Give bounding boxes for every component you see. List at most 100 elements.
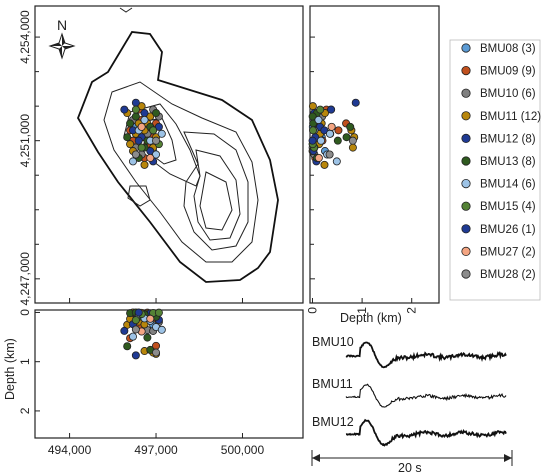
hypocenter-point: [157, 325, 166, 334]
contour-line: [103, 81, 259, 263]
hypocenter-point: [143, 333, 152, 342]
hypocenter-point: [308, 112, 317, 121]
depth-x-ticks: 0 1 2: [305, 298, 419, 314]
hypocenter-point: [316, 105, 325, 114]
legend-entry: BMU08 (3): [480, 43, 536, 55]
epicenter-point: [140, 115, 149, 124]
epicenter-point: [140, 160, 149, 169]
hypocenter-point: [342, 133, 351, 142]
legend-entry: BMU11 (12): [480, 111, 541, 123]
hypocenter-point: [131, 316, 140, 325]
waveform-label: BMU11: [312, 377, 353, 391]
epicenter-point: [157, 129, 166, 138]
depth-tick-label: 0: [305, 307, 319, 314]
contour-line: [199, 171, 233, 231]
contour-line: [183, 131, 249, 251]
hypocenter-point: [308, 102, 317, 111]
legend-entry: BMU26 (1): [480, 224, 536, 236]
map-y-ticks: 4,254,000 4,251,000 4,247,000: [18, 10, 315, 306]
contour-line: [127, 185, 151, 207]
x-tick-label: 500,000: [221, 443, 265, 457]
depth-axis-label-bottom: Depth (km): [3, 338, 17, 400]
epicenter-point: [152, 150, 161, 159]
hypocenter-point: [314, 115, 323, 124]
epicenter-point: [126, 140, 135, 149]
duration-label: 20 s: [398, 461, 422, 475]
waveform-label: BMU10: [312, 335, 354, 349]
map-x-ticks: 494,000 497,000 500,000: [48, 298, 265, 457]
epicenter-point: [154, 122, 163, 131]
epicenter-point: [123, 133, 132, 142]
hypocenter-point: [308, 136, 317, 145]
x-tick-label: 494,000: [48, 443, 92, 457]
legend-marker: [461, 201, 471, 211]
north-label: N: [57, 17, 67, 33]
hypocenter-point: [346, 122, 355, 131]
legend-marker: [461, 156, 471, 166]
legend-entry: BMU10 (6): [480, 88, 536, 100]
hypocenter-point: [348, 143, 357, 152]
duration-arrow-right-icon: [504, 454, 512, 462]
hypocenter-point: [320, 160, 329, 169]
hypocenter-point: [333, 136, 342, 145]
hypocenter-point: [128, 332, 137, 341]
epicenter-point: [131, 112, 140, 121]
legend-marker: [461, 88, 471, 98]
legend-entry: BMU14 (6): [480, 179, 536, 191]
hypocenter-point: [348, 136, 357, 145]
waveform-label: BMU12: [312, 415, 354, 429]
hypocenter-point: [316, 136, 325, 145]
legend-entry: BMU12 (8): [480, 133, 536, 145]
epicenter-point: [131, 150, 140, 159]
legend-entry: BMU09 (9): [480, 66, 536, 78]
x-tick-label: 497,000: [134, 443, 178, 457]
waveform-panel: BMU10 BMU11 BMU12 20 s: [311, 335, 513, 475]
depth-tick-label: 2: [405, 307, 419, 314]
epicenter-point: [137, 122, 146, 131]
legend-marker: [461, 43, 471, 53]
epicenter-point: [146, 153, 155, 162]
hypocenter-point: [314, 153, 323, 162]
duration-arrow-left-icon: [312, 454, 320, 462]
legend-marker: [461, 179, 471, 189]
legend-marker: [461, 269, 471, 279]
hypocenter-point: [134, 308, 143, 317]
hypocenter-point: [351, 98, 360, 107]
hypocenter-point: [146, 314, 155, 323]
hypocenter-point: [334, 126, 343, 135]
legend-marker: [461, 246, 471, 256]
legend-frame: [449, 39, 541, 301]
depth-northing-panel-frame: [309, 5, 440, 304]
depth-tick-label: 2: [18, 407, 32, 414]
depth-axis-label-right: Depth (km): [340, 311, 402, 325]
epicenter-point: [134, 136, 143, 145]
map-epicenters: [120, 98, 166, 169]
depth-y-ticks: 0 1 2: [18, 309, 40, 414]
north-arrow-icon: [48, 32, 76, 60]
waveform-trace: [345, 341, 507, 369]
hypocenter-point: [152, 348, 161, 357]
waveform-trace: [345, 383, 507, 408]
depth-tick-label: 0: [18, 309, 32, 316]
contour-line: [119, 7, 133, 13]
legend-marker: [461, 224, 471, 234]
easting-depth-hypocenters: [120, 308, 166, 360]
legend-entry: BMU28 (2): [480, 269, 536, 281]
hypocenter-point: [325, 150, 334, 159]
epicenter-point: [131, 105, 140, 114]
hypocenter-point: [327, 122, 336, 131]
hypocenter-point: [327, 105, 336, 114]
epicenter-point: [137, 143, 146, 152]
hypocenter-point: [120, 326, 129, 335]
epicenter-point: [131, 98, 140, 107]
legend-marker: [461, 111, 471, 121]
hypocenter-point: [123, 342, 132, 351]
epicenter-point: [128, 157, 137, 166]
legend-entry: BMU27 (2): [480, 246, 536, 258]
depth-tick-label: 1: [18, 358, 32, 365]
epicenter-point: [120, 105, 129, 114]
hypocenter-point: [320, 126, 329, 135]
legend-entry: BMU13 (8): [480, 156, 536, 168]
legend-marker: [461, 66, 471, 76]
